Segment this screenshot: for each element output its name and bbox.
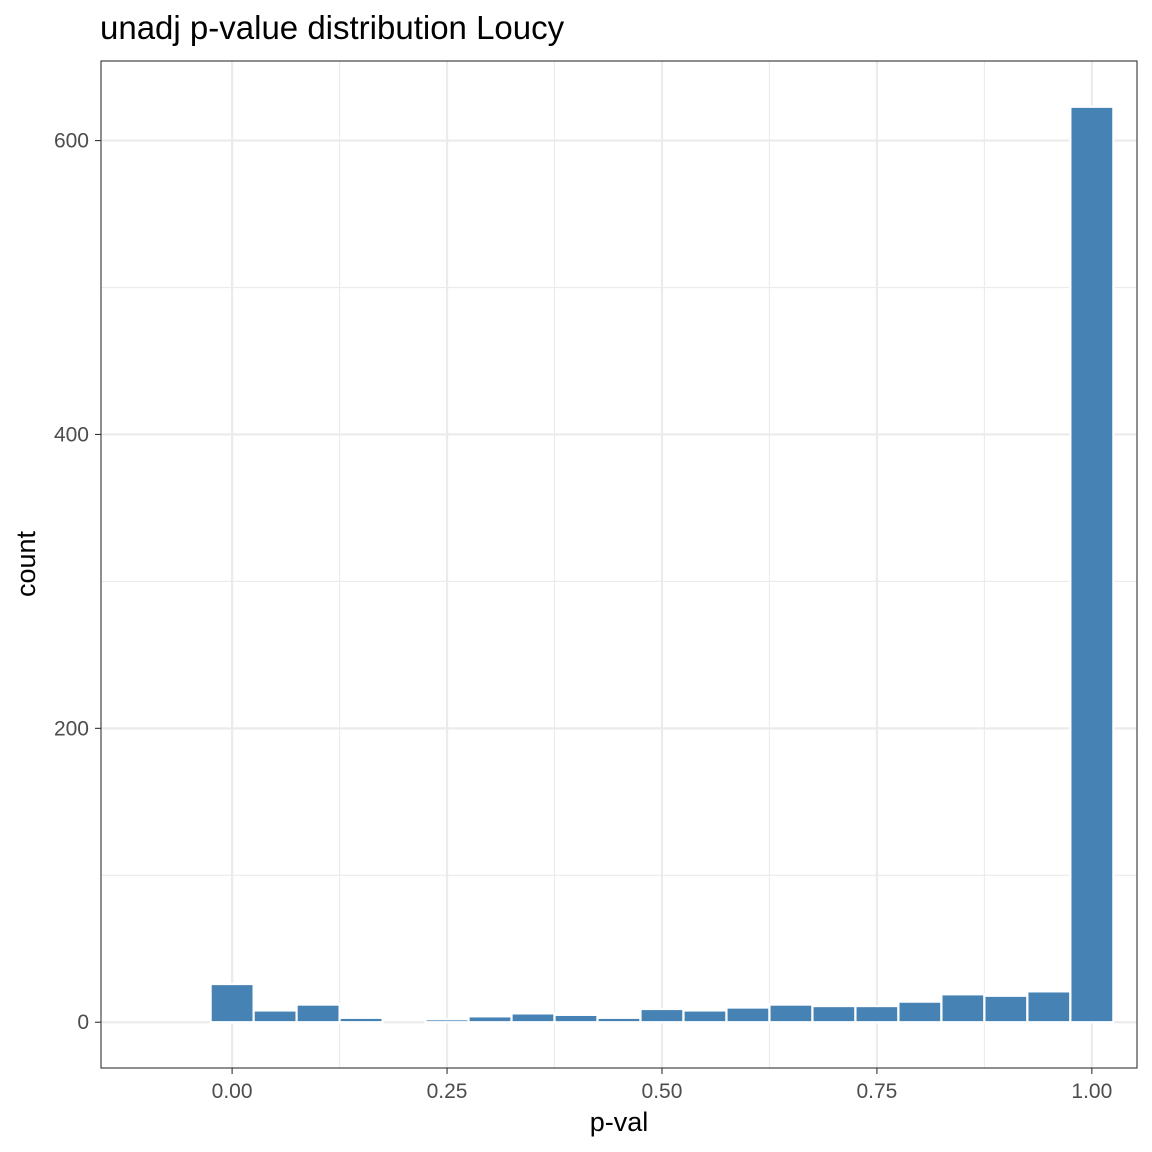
histogram-bar: [897, 1000, 943, 1024]
y-tick-label: 0: [77, 1011, 89, 1034]
histogram-bar: [983, 994, 1029, 1024]
y-axis-title: count: [11, 530, 41, 597]
histogram-bar: [510, 1012, 556, 1024]
histogram-bar: [940, 993, 986, 1024]
x-tick-label: 0.75: [856, 1080, 897, 1103]
histogram-bar: [252, 1009, 298, 1024]
x-axis-title: p-val: [590, 1107, 649, 1137]
bars: [209, 105, 1115, 1024]
x-tick-label: 1.00: [1071, 1080, 1112, 1103]
histogram-bar: [811, 1004, 857, 1024]
histogram-bar: [209, 982, 255, 1024]
x-tick-label: 0.00: [212, 1080, 253, 1103]
histogram-bar: [639, 1007, 685, 1024]
histogram-bar: [596, 1016, 642, 1024]
histogram-bar: [338, 1016, 384, 1024]
panel-border: [100, 60, 1138, 1069]
histogram-bar: [553, 1013, 599, 1024]
histogram-bar: [1026, 990, 1072, 1024]
histogram-bar: [467, 1015, 513, 1024]
histogram-bar: [682, 1009, 728, 1024]
y-tick-label: 200: [54, 717, 89, 740]
histogram-bar: [295, 1003, 341, 1024]
histogram-bar: [1069, 105, 1115, 1024]
chart-title: unadj p-value distribution Loucy: [100, 9, 565, 46]
histogram-bar: [424, 1018, 470, 1024]
y-tick-label: 600: [54, 130, 89, 153]
histogram-bar: [725, 1006, 771, 1024]
histogram-bar: [854, 1004, 900, 1024]
x-tick-label: 0.50: [642, 1080, 683, 1103]
y-tick-label: 400: [54, 423, 89, 446]
histogram-bar: [768, 1003, 814, 1024]
x-tick-label: 0.25: [427, 1080, 468, 1103]
x-axis: 0.00 0.25 0.50 0.75 1.00: [212, 1068, 1112, 1103]
y-axis: 0 200 400 600: [54, 130, 101, 1034]
